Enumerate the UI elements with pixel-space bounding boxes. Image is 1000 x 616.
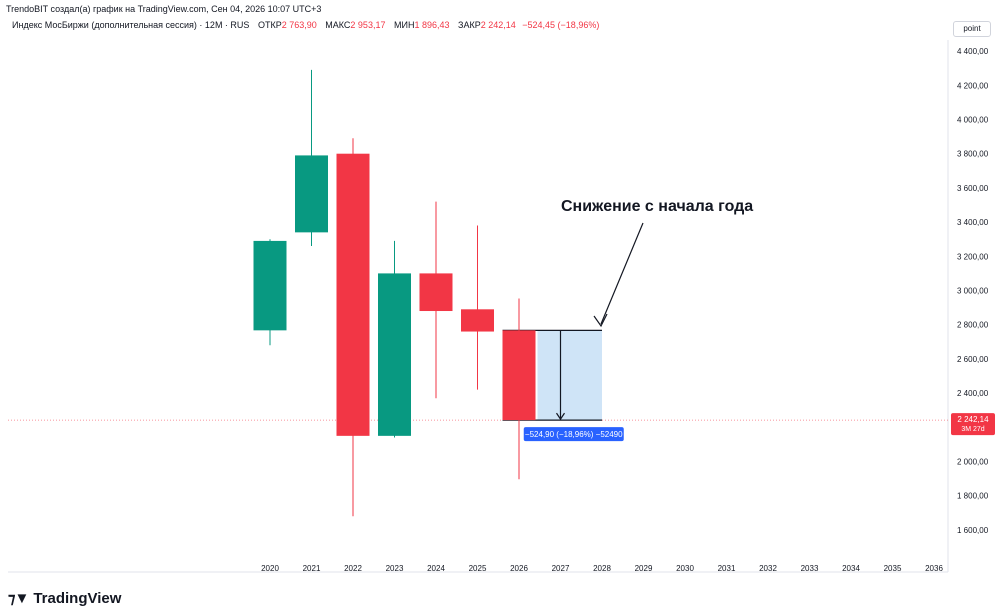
x-tick-label: 2032 xyxy=(759,564,777,573)
y-tick-label: 2 800,00 xyxy=(957,321,989,330)
x-tick-label: 2022 xyxy=(344,564,362,573)
high-value: 2 953,17 xyxy=(350,20,386,30)
candle-2024 xyxy=(419,201,453,399)
x-tick-label: 2028 xyxy=(593,564,611,573)
y-tick-label: 1 600,00 xyxy=(957,526,989,535)
x-tick-label: 2025 xyxy=(469,564,487,573)
candle-2021 xyxy=(295,69,328,247)
annotation-arrow xyxy=(600,222,644,325)
tradingview-logo-icon: ⁊▼ xyxy=(8,590,29,607)
x-tick-label: 2034 xyxy=(842,564,860,573)
x-tick-label: 2023 xyxy=(386,564,404,573)
symbol-legend: Индекс МосБиржи (дополнительная сессия) … xyxy=(12,20,599,30)
candle-body xyxy=(502,330,536,421)
close-label: ЗАКР xyxy=(458,20,481,30)
y-tick-label: 2 000,00 xyxy=(957,458,989,467)
open-value: 2 763,90 xyxy=(281,20,317,30)
candle-body xyxy=(253,240,287,331)
candle-2023 xyxy=(378,240,411,438)
y-tick-label: 3 000,00 xyxy=(957,287,989,296)
x-tick-label: 2027 xyxy=(552,564,570,573)
measure-label: −524,90 (−18,96%) −52490 xyxy=(525,430,623,439)
annotation-arrow-head xyxy=(593,313,608,328)
brand-name: TradingView xyxy=(33,589,122,607)
candle-body xyxy=(419,273,453,312)
y-tick-label: 2 600,00 xyxy=(957,355,989,364)
chart-credit-line: TrendoBIT создал(а) график на TradingVie… xyxy=(6,4,322,14)
candle-2025 xyxy=(461,225,494,390)
price-scale-mode-button[interactable]: point xyxy=(953,21,991,37)
candle-2022 xyxy=(336,138,370,517)
last-price-tag xyxy=(951,413,995,436)
candle-body xyxy=(378,273,411,436)
last-price-value: 2 242,14 xyxy=(957,415,989,424)
candle-body xyxy=(461,309,494,332)
y-tick-label: 2 400,00 xyxy=(957,389,989,398)
open-label: ОТКР xyxy=(257,20,282,30)
y-tick-label: 4 400,00 xyxy=(957,47,989,56)
x-tick-label: 2031 xyxy=(718,564,736,573)
x-tick-label: 2024 xyxy=(427,564,445,573)
x-tick-label: 2026 xyxy=(510,564,528,573)
y-tick-label: 4 000,00 xyxy=(957,116,989,125)
candle-body xyxy=(336,153,370,436)
x-tick-label: 2030 xyxy=(676,564,694,573)
x-tick-label: 2020 xyxy=(261,564,279,573)
bar-countdown: 3М 27d xyxy=(961,426,984,433)
y-tick-label: 3 200,00 xyxy=(957,252,989,261)
y-tick-label: 3 800,00 xyxy=(957,150,989,159)
y-tick-label: 3 400,00 xyxy=(957,218,989,227)
y-tick-label: 4 200,00 xyxy=(957,81,989,90)
x-tick-label: 2036 xyxy=(925,564,943,573)
change-value: −524,45 (−18,96%) xyxy=(522,20,600,30)
x-tick-label: 2033 xyxy=(801,564,819,573)
measure-label-box xyxy=(523,427,624,442)
x-tick-label: 2035 xyxy=(884,564,902,573)
x-tick-label: 2029 xyxy=(635,564,653,573)
candle-2020 xyxy=(253,239,287,346)
candle-body xyxy=(295,155,328,233)
measure-arrow-head xyxy=(556,412,565,421)
low-label: МИН xyxy=(393,20,415,30)
symbol-name[interactable]: Индекс МосБиржи (дополнительная сессия) … xyxy=(12,20,250,30)
high-label: МАКС xyxy=(325,20,351,30)
close-value: 2 242,14 xyxy=(480,20,516,30)
low-value: 1 896,43 xyxy=(414,20,450,30)
candle-2026 xyxy=(502,298,536,480)
annotation-text: Снижение с начала года xyxy=(561,198,753,215)
x-tick-label: 2021 xyxy=(303,564,321,573)
measure-range-fill xyxy=(537,330,602,421)
brand: ⁊▼ TradingView xyxy=(8,589,122,608)
y-tick-label: 1 800,00 xyxy=(957,492,989,501)
y-tick-label: 3 600,00 xyxy=(957,184,989,193)
